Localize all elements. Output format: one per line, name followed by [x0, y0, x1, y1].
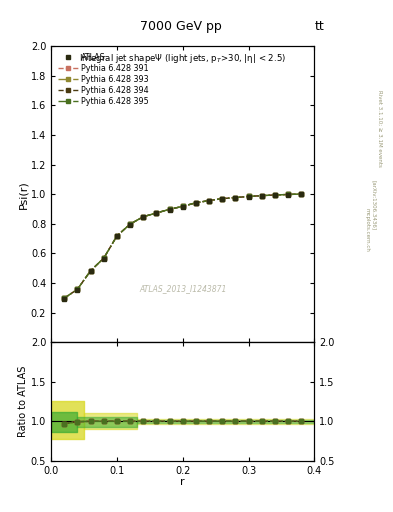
Text: ATLAS_2013_I1243871: ATLAS_2013_I1243871 [139, 285, 226, 293]
Text: tt: tt [314, 20, 324, 33]
Text: 7000 GeV pp: 7000 GeV pp [140, 20, 222, 33]
Text: Rivet 3.1.10; ≥ 3.1M events: Rivet 3.1.10; ≥ 3.1M events [377, 90, 382, 166]
Legend: ATLAS, Pythia 6.428 391, Pythia 6.428 393, Pythia 6.428 394, Pythia 6.428 395: ATLAS, Pythia 6.428 391, Pythia 6.428 39… [54, 49, 152, 109]
Y-axis label: Psi(r): Psi(r) [18, 180, 28, 208]
Text: [arXiv:1306.3436]: [arXiv:1306.3436] [371, 180, 376, 230]
Y-axis label: Ratio to ATLAS: Ratio to ATLAS [18, 366, 28, 437]
X-axis label: r: r [180, 477, 185, 487]
Text: mcplots.cern.ch: mcplots.cern.ch [365, 208, 370, 252]
Text: Integral jet shapeΨ (light jets, p$_T$>30, |η| < 2.5): Integral jet shapeΨ (light jets, p$_T$>3… [79, 52, 286, 65]
